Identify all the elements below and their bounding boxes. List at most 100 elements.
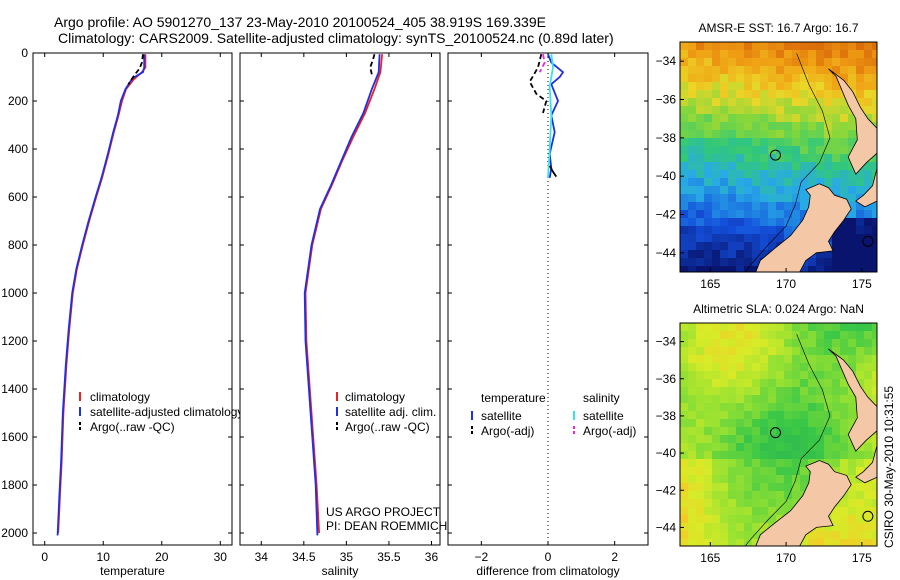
map-cell xyxy=(744,138,752,146)
map-cell xyxy=(712,138,720,146)
map-cell xyxy=(696,467,704,475)
map-cell xyxy=(696,331,704,339)
map-cell xyxy=(768,435,776,443)
map-cell xyxy=(680,531,688,539)
map-cell xyxy=(712,74,720,82)
map-cell xyxy=(744,379,752,387)
map-cell xyxy=(792,82,800,90)
map-cell xyxy=(832,50,840,58)
map-cell xyxy=(800,194,808,202)
map-cell xyxy=(712,515,720,523)
map-cell xyxy=(712,363,720,371)
map-cell xyxy=(680,403,688,411)
map-cell xyxy=(872,339,877,347)
map-cell xyxy=(688,50,696,58)
map-cell xyxy=(728,82,736,90)
map-cell xyxy=(784,66,792,74)
map-cell xyxy=(856,202,864,210)
x-tick-label: 2 xyxy=(611,550,618,564)
map-cell xyxy=(856,50,864,58)
map-cell xyxy=(768,202,776,210)
map-cell xyxy=(680,106,688,114)
map-cell xyxy=(856,355,864,363)
map-cell xyxy=(688,475,696,483)
map-cell xyxy=(720,451,728,459)
map-cell xyxy=(824,379,832,387)
map-cell xyxy=(792,491,800,499)
legend-label: Argo(-adj) xyxy=(481,424,534,438)
map-cell xyxy=(696,162,704,170)
map-cell xyxy=(736,90,744,98)
map-cell xyxy=(768,122,776,130)
map-cell xyxy=(824,58,832,66)
map-cell xyxy=(776,435,784,443)
map-cell xyxy=(864,531,872,539)
map-cell xyxy=(784,395,792,403)
map-cell xyxy=(824,371,832,379)
map-cell xyxy=(864,162,872,170)
map-cell xyxy=(848,443,856,451)
map-cell xyxy=(824,50,832,58)
map-cell xyxy=(760,379,768,387)
map-cell xyxy=(824,539,832,546)
map-cell xyxy=(832,242,840,250)
map-cell xyxy=(872,258,877,266)
map-cell xyxy=(728,459,736,467)
map-cell xyxy=(776,379,784,387)
map-cell xyxy=(752,130,760,138)
map-cell xyxy=(752,266,760,272)
map-cell xyxy=(816,106,824,114)
map-cell xyxy=(704,114,712,122)
map-cell xyxy=(824,250,832,258)
map-cell xyxy=(784,154,792,162)
map-cell xyxy=(768,58,776,66)
map-cell xyxy=(728,331,736,339)
map-cell xyxy=(712,114,720,122)
map-cell xyxy=(776,411,784,419)
map-cell xyxy=(808,403,816,411)
map-cell xyxy=(832,58,840,66)
map-cell xyxy=(808,138,816,146)
map-cell xyxy=(712,106,720,114)
map-cell xyxy=(832,122,840,130)
map-cell xyxy=(824,106,832,114)
map-cell xyxy=(784,387,792,395)
map-cell xyxy=(760,331,768,339)
map-cell xyxy=(784,491,792,499)
map-cell xyxy=(712,451,720,459)
map-cell xyxy=(752,459,760,467)
map-cell xyxy=(856,331,864,339)
map-cell xyxy=(712,162,720,170)
map-cell xyxy=(864,82,872,90)
map-cell xyxy=(776,122,784,130)
map-cell xyxy=(728,363,736,371)
map-cell xyxy=(864,331,872,339)
map-cell xyxy=(864,66,872,74)
map-cell xyxy=(744,250,752,258)
map-cell xyxy=(864,387,872,395)
map-cell xyxy=(864,114,872,122)
map-cell xyxy=(784,379,792,387)
map-cell xyxy=(696,154,704,162)
map-cell xyxy=(752,210,760,218)
map-cell xyxy=(832,258,840,266)
map-cell xyxy=(816,170,824,178)
map-cell xyxy=(784,210,792,218)
map-cell xyxy=(784,323,792,331)
map-cell xyxy=(816,146,824,154)
map-cell xyxy=(832,90,840,98)
map-cell xyxy=(712,194,720,202)
map-cell xyxy=(680,74,688,82)
map-cell xyxy=(872,226,877,234)
map-cell xyxy=(776,339,784,347)
map-cell xyxy=(688,98,696,106)
map-cell xyxy=(800,130,808,138)
map-cell xyxy=(680,395,688,403)
map-cell xyxy=(776,475,784,483)
map-cell xyxy=(856,90,864,98)
map-cell xyxy=(776,146,784,154)
map-cell xyxy=(728,427,736,435)
legend-label: satellite xyxy=(583,409,624,423)
map-cell xyxy=(784,170,792,178)
